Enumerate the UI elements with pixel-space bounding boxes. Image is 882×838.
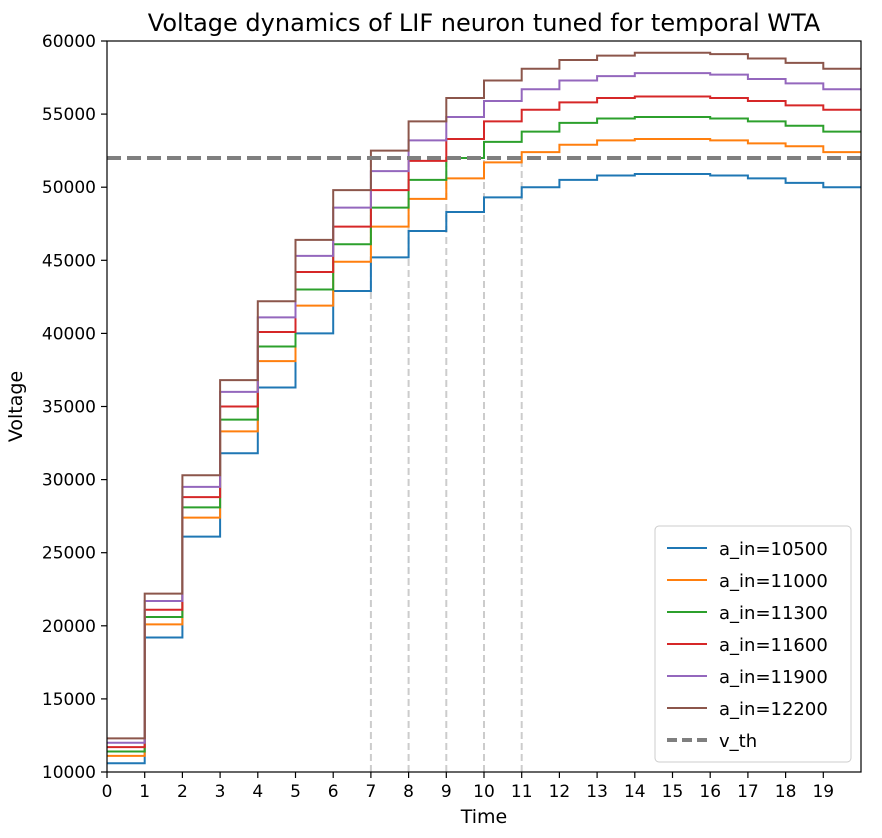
legend-label-2: a_in=11000 [719, 571, 828, 592]
legend-label-4: a_in=11600 [719, 635, 828, 656]
x-tick-label: 10 [473, 782, 495, 802]
x-axis-label: Time [460, 806, 508, 828]
y-tick-label: 15000 [42, 690, 96, 710]
x-tick-label: 18 [775, 782, 797, 802]
y-tick-label: 55000 [42, 105, 96, 125]
x-tick-label: 0 [102, 782, 113, 802]
x-tick-label: 19 [812, 782, 834, 802]
x-tick-label: 8 [403, 782, 414, 802]
x-tick-label: 13 [586, 782, 608, 802]
chart-title: Voltage dynamics of LIF neuron tuned for… [148, 9, 821, 37]
y-tick-label: 60000 [42, 32, 96, 52]
legend-box [654, 525, 852, 763]
x-tick-label: 14 [624, 782, 646, 802]
legend-label-5: a_in=11900 [719, 667, 828, 688]
series-line-3 [107, 116, 861, 753]
series-line-2 [107, 137, 861, 757]
legend-label-6: a_in=12200 [719, 699, 828, 720]
x-tick-label: 1 [139, 782, 150, 802]
series-line-6 [107, 51, 861, 740]
x-tick-label: 6 [328, 782, 339, 802]
legend-label-3: a_in=11300 [719, 603, 828, 624]
x-tick-label: 16 [699, 782, 721, 802]
x-tick-label: 9 [441, 782, 452, 802]
legend-label-1: a_in=10500 [719, 539, 828, 560]
x-tick-label: 15 [662, 782, 684, 802]
x-tick-label: 4 [252, 782, 263, 802]
y-tick-label: 40000 [42, 324, 96, 344]
x-tick-label: 3 [215, 782, 226, 802]
y-tick-label: 10000 [42, 763, 96, 783]
series-line-1 [107, 173, 861, 765]
series-line-5 [107, 72, 861, 744]
y-tick-label: 45000 [42, 251, 96, 271]
x-tick-label: 5 [290, 782, 301, 802]
y-tick-label: 20000 [42, 617, 96, 637]
y-tick-label: 25000 [42, 544, 96, 564]
y-tick-label: 50000 [42, 178, 96, 198]
y-tick-label: 30000 [42, 471, 96, 491]
legend-label-7: v_th [719, 731, 757, 752]
y-tick-label: 35000 [42, 398, 96, 418]
x-tick-label: 7 [365, 782, 376, 802]
x-tick-label: 17 [737, 782, 759, 802]
plot-area: 0 1 2 3 4 5 6 7 8 9 10 11 12 13 14 15 16 17 18 191000015000… [42, 32, 862, 802]
x-tick-label: 11 [511, 782, 533, 802]
legend: a_in=10500 a_in=11000 a_in=11300 a_in=11600… [654, 525, 852, 763]
x-tick-label: 2 [177, 782, 188, 802]
series-line-4 [107, 95, 861, 749]
y-axis-label: Voltage [5, 371, 27, 442]
x-tick-label: 12 [549, 782, 571, 802]
